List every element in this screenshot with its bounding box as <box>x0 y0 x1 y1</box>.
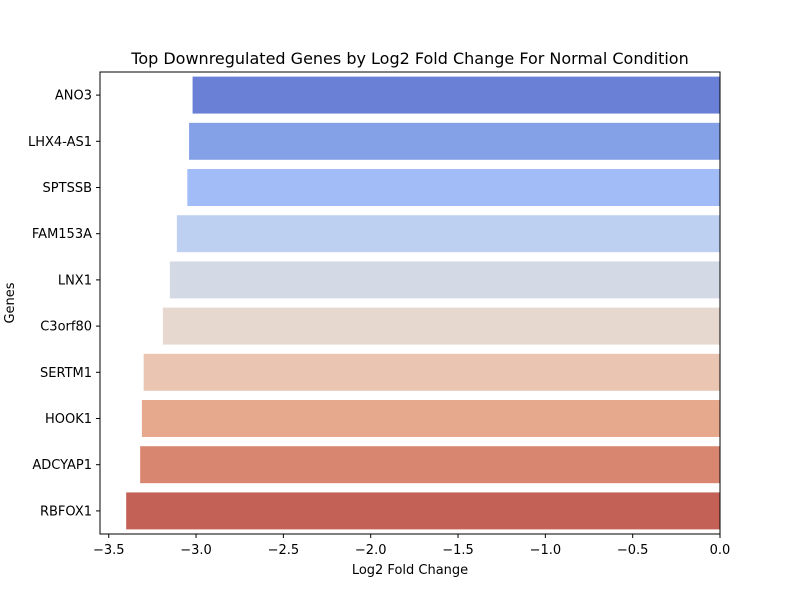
bar-ano3 <box>192 76 721 114</box>
x-tick-label: 0.0 <box>710 543 731 558</box>
y-axis-ticks: ANO3 LHX4-AS1 SPTSSB FAM153A LNX1 C3orf80 SERT… <box>28 89 100 519</box>
plot-frame <box>99 71 721 535</box>
bar-fam153a <box>176 215 720 253</box>
y-tick-label: SPTSSB <box>43 181 92 196</box>
x-tick-label: −1.0 <box>530 543 562 558</box>
bar-adcyap1 <box>140 446 721 484</box>
y-tick-label: SERTM1 <box>40 366 92 381</box>
bar-c3orf80 <box>162 307 721 345</box>
y-tick-label: FAM153A <box>32 227 92 242</box>
bar-sptssb <box>187 169 720 206</box>
x-tick-label: −3.5 <box>93 543 125 558</box>
bar-rbfox1 <box>126 492 720 530</box>
bar-lhx4-as1 <box>189 122 720 160</box>
y-tick-label: LNX1 <box>58 273 92 288</box>
x-tick-label: −0.5 <box>617 543 649 558</box>
y-axis-label: Genes <box>3 282 18 323</box>
bar-sertm1 <box>143 353 720 391</box>
y-tick-label: C3orf80 <box>40 320 92 335</box>
x-tick-label: −3.0 <box>180 543 212 558</box>
bar-lnx1 <box>169 261 721 299</box>
x-tick-label: −2.0 <box>355 543 387 558</box>
y-tick-label: ADCYAP1 <box>32 458 92 473</box>
x-axis-label: Log2 Fold Change <box>352 563 468 578</box>
bar-hook1 <box>141 400 720 437</box>
x-tick-label: −2.5 <box>268 543 300 558</box>
x-tick-label: −1.5 <box>442 543 474 558</box>
y-tick-label: LHX4-AS1 <box>28 135 92 150</box>
bars-group <box>126 76 721 530</box>
y-tick-label: ANO3 <box>55 89 92 104</box>
chart-title: Top Downregulated Genes by Log2 Fold Cha… <box>130 49 688 68</box>
y-tick-label: HOOK1 <box>45 412 92 427</box>
y-tick-label: RBFOX1 <box>40 504 92 519</box>
x-axis-ticks: −3.5 −3.0 −2.5 −2.0 −1.5 −1.0 −0.5 0.0 <box>93 534 730 558</box>
